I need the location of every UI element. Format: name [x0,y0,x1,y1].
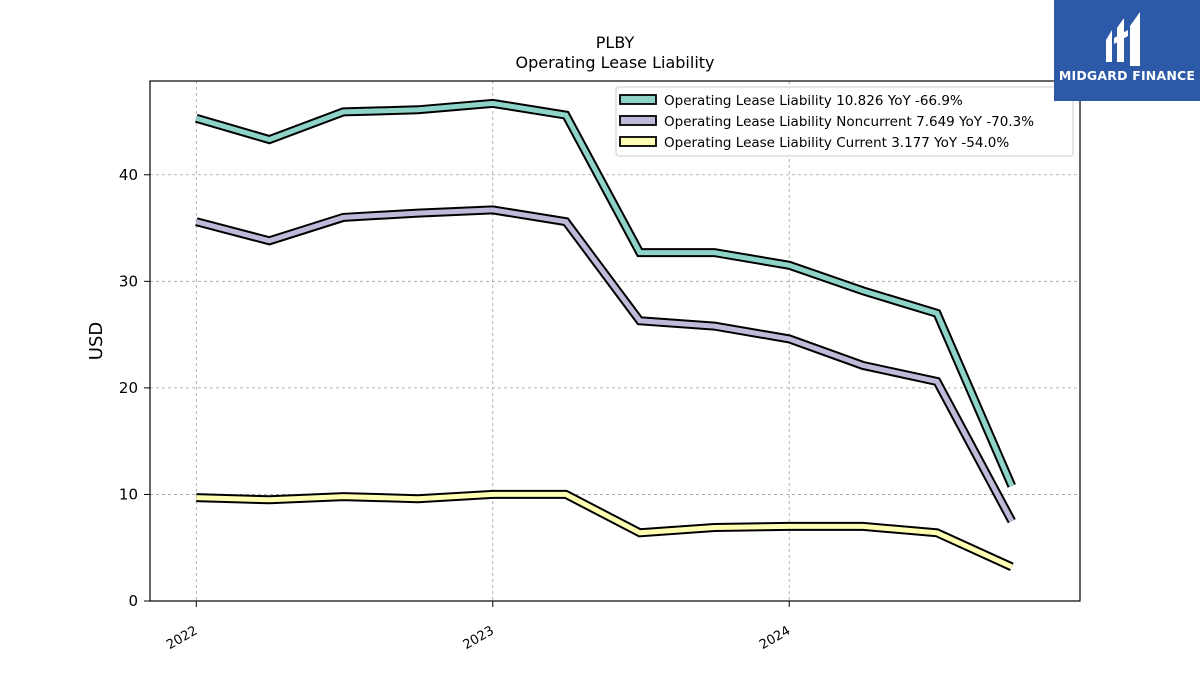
brand-logo-text: MIDGARD FINANCE [1058,68,1196,83]
series-line-outline [195,205,1016,524]
legend-swatch [619,94,657,105]
y-tick-label: 40 [119,166,138,184]
series-lines [195,98,1016,571]
legend-swatch [619,115,657,126]
y-axis-label: USD [86,322,107,360]
series-line [196,491,1013,570]
brand-logo: MIDGARD FINANCE [1054,0,1200,101]
x-tick-label: 2022 [164,623,200,653]
series-1 [195,98,1016,488]
y-tick-label: 0 [128,592,138,610]
series-line-outline [195,98,1016,488]
brand-mark-icon [1106,12,1140,66]
legend: Operating Lease Liability 10.826 YoY -66… [615,86,1074,157]
legend-entry-label: Operating Lease Liability Current 3.177 … [664,135,1009,151]
legend-swatch [619,136,657,147]
y-tick-label: 10 [119,485,138,503]
plot-frame [149,80,1081,602]
x-tick-label: 2023 [461,623,497,653]
y-axis: 0 10 20 30 40 [119,166,150,610]
x-axis: 2022 2023 2024 [164,601,793,653]
series-2 [195,205,1016,524]
legend-box [615,86,1074,157]
y-tick-label: 20 [119,379,138,397]
series-line [195,100,1015,487]
chart-title: PLBY [596,33,635,52]
y-tick-label: 30 [119,272,138,290]
legend-entry-label: Operating Lease Liability Noncurrent 7.6… [664,114,1034,130]
series-line [195,207,1015,523]
legend-entry-label: Operating Lease Liability 10.826 YoY -66… [664,93,963,109]
chart-subtitle: Operating Lease Liability [515,53,714,72]
series-3 [196,489,1014,571]
x-tick-label: 2024 [757,623,793,653]
